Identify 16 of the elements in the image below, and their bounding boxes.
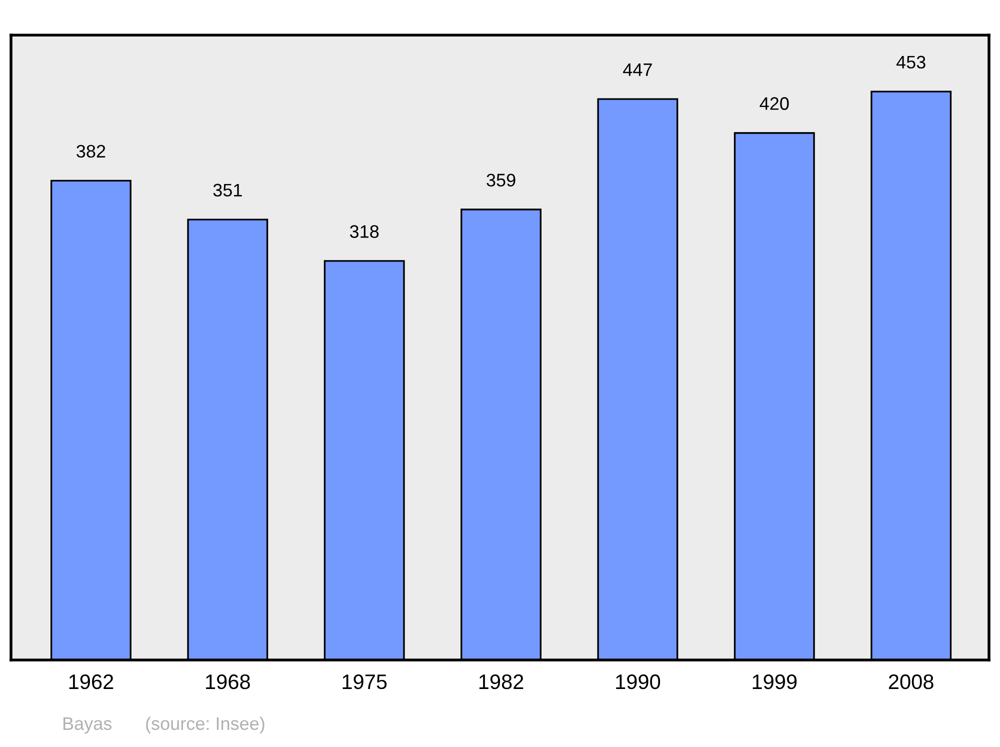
text: (source: Insee) bbox=[146, 716, 264, 734]
x-tick-label: 2008 bbox=[888, 674, 934, 690]
x-tick-label: 1962 bbox=[69, 674, 114, 690]
x-tick-label: 1975 bbox=[342, 674, 387, 690]
x-tick-label: 1999 bbox=[752, 674, 797, 690]
data-label: 447 bbox=[623, 63, 652, 76]
data-label: 318 bbox=[350, 225, 379, 238]
data-label: 351 bbox=[213, 184, 242, 197]
data-label: 453 bbox=[896, 56, 926, 69]
data-label: 382 bbox=[76, 144, 106, 158]
x-tick-label: 1968 bbox=[206, 674, 250, 690]
data-label: 420 bbox=[760, 97, 789, 110]
data-label: 359 bbox=[486, 174, 516, 187]
text: Bayas bbox=[63, 717, 112, 734]
x-tick-label: 1990 bbox=[616, 674, 660, 690]
x-tick-label: 1982 bbox=[479, 674, 524, 690]
